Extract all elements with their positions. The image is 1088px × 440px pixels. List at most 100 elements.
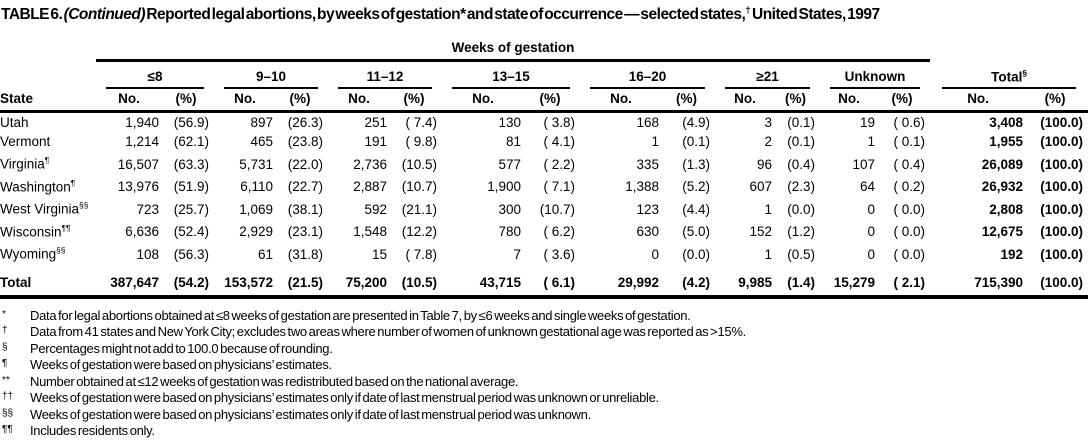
percent-cell: (0.0) [682, 246, 710, 262]
count-cell: 1,069 [239, 201, 273, 217]
state-name: Vermont [0, 134, 51, 150]
percent-cell: ( 7.1) [543, 179, 575, 195]
footnote-marker: † [2, 325, 8, 337]
count-cell: 26,089 [981, 156, 1024, 172]
span-header-row: Weeks of gestation [0, 38, 1088, 63]
count-cell: 630 [636, 224, 659, 240]
corner-cell [0, 38, 96, 61]
percent-cell: (52.4) [173, 224, 209, 240]
group-label: 13–15 [452, 67, 570, 90]
count-cell: 0 [867, 224, 875, 240]
no-column-header: No. [715, 89, 775, 114]
percent-column-header: (%) [162, 89, 214, 114]
state-footnote-marker: ¶ [44, 155, 50, 166]
percent-cell: (1.3) [682, 156, 710, 172]
footnote-text: Data for legal abortions obtained at ≤8 … [30, 307, 691, 323]
percent-cell: (51.9) [173, 179, 209, 195]
table-row: Washington¶ 13,976 (51.9) 6,110 (22.7) 2,887 (… [0, 174, 1088, 197]
count-cell: 75,200 [328, 272, 390, 299]
percent-cell: ( 6.2) [543, 224, 575, 240]
count-cell: 1,955 [989, 134, 1024, 150]
percent-cell: ( 0.2) [893, 179, 926, 195]
no-column-header: No. [328, 89, 390, 114]
state-name: Total [0, 274, 32, 290]
title-continued: (Continued) [63, 6, 146, 24]
count-cell: 108 [136, 246, 159, 262]
count-cell: 2,887 [353, 179, 387, 195]
footnote: †† Weeks of gestation were based on physi… [0, 390, 1088, 407]
percent-cell: (63.3) [173, 156, 209, 172]
state-cell: Virginia¶ [0, 151, 96, 174]
weeks-of-gestation-header: Weeks of gestation [96, 38, 931, 63]
footnote: ¶ Weeks of gestation were based on physic… [0, 357, 1088, 374]
count-cell: 64 [859, 179, 875, 195]
footnote-marker: ** [2, 374, 10, 386]
state-cell: Wyoming§§ [0, 241, 96, 264]
count-cell: 15,279 [820, 272, 878, 299]
percent-cell: (22.7) [287, 179, 323, 195]
spacer-row [0, 264, 1088, 273]
percent-cell: (5.2) [682, 179, 710, 195]
percent-cell: (26.3) [287, 115, 323, 131]
count-cell: 0 [867, 246, 875, 262]
state-cell: West Virginia§§ [0, 196, 96, 219]
percent-cell: (4.4) [682, 201, 710, 217]
count-cell: 153,572 [214, 272, 276, 299]
percent-cell: ( 2.2) [543, 156, 575, 172]
percent-cell: (100.0) [1040, 156, 1084, 172]
table-row: Virginia¶ 16,507 (63.3) 5,731 (22.0) 2,736 (10… [0, 151, 1088, 174]
percent-cell: (56.3) [173, 246, 209, 262]
count-cell: 61 [257, 246, 273, 262]
count-cell: 592 [364, 201, 387, 217]
count-cell: 780 [498, 224, 521, 240]
percent-cell: (4.9) [682, 115, 710, 131]
count-cell: 6,110 [240, 179, 273, 195]
percent-column-header: (%) [276, 89, 328, 114]
count-cell: 335 [636, 156, 659, 172]
footnote-text: Percentages might not add to 100.0 becau… [30, 340, 333, 356]
count-cell: 9,985 [715, 272, 775, 299]
count-cell: 19 [859, 115, 875, 131]
percent-cell: (100.0) [1040, 246, 1084, 262]
percent-cell: ( 3.8) [543, 115, 575, 131]
count-cell: 300 [498, 201, 521, 217]
percent-cell: (12.2) [401, 224, 437, 240]
percent-cell: (21.5) [276, 272, 328, 299]
percent-cell: (0.5) [787, 246, 815, 262]
percent-cell: (100.0) [1040, 201, 1084, 217]
state-cell: Washington¶ [0, 174, 96, 197]
percent-cell: (1.2) [787, 224, 815, 240]
subheader-row: State No. (%) No. (%) No. (%) No. (%) No. (%) No.(… [0, 89, 1088, 114]
total-row: Total 387,647 (54.2) 153,572 (21.5) 75,200 (10… [0, 272, 1088, 299]
count-cell: 96 [756, 156, 772, 172]
group-header-le8: ≤8 [96, 61, 214, 90]
count-cell: 81 [505, 134, 521, 150]
percent-cell: ( 3.6) [543, 246, 575, 262]
count-cell: 1,940 [125, 115, 159, 131]
state-name: Washington [0, 179, 71, 195]
group-label: ≥21 [725, 67, 810, 90]
no-column-header: No. [442, 89, 524, 114]
percent-cell: ( 7.8) [405, 246, 437, 262]
count-cell: 1 [764, 246, 772, 262]
percent-cell: (5.0) [682, 224, 710, 240]
footnote-text: Includes residents only. [30, 423, 155, 439]
percent-column-header: (%) [878, 89, 931, 114]
group-header-spacer [0, 61, 96, 90]
group-header-ge21: ≥21 [715, 61, 820, 90]
percent-cell: ( 2.1) [878, 272, 931, 299]
percent-cell: (21.1) [401, 201, 437, 217]
group-label: 9–10 [224, 67, 318, 90]
state-cell: Utah [0, 112, 96, 133]
count-cell: 2 [764, 134, 772, 150]
percent-cell: (100.0) [1040, 115, 1084, 131]
footnote-text: Weeks of gestation were based on physici… [30, 390, 659, 406]
total-footnote-marker: § [1022, 67, 1028, 78]
group-label: ≤8 [106, 67, 204, 90]
footnote-text: Weeks of gestation were based on physici… [30, 357, 332, 373]
percent-cell: ( 0.0) [893, 201, 926, 217]
title-dagger: † [745, 5, 751, 16]
percent-cell: (2.3) [787, 179, 815, 195]
count-cell: 723 [136, 201, 159, 217]
percent-cell: ( 0.4) [893, 156, 926, 172]
